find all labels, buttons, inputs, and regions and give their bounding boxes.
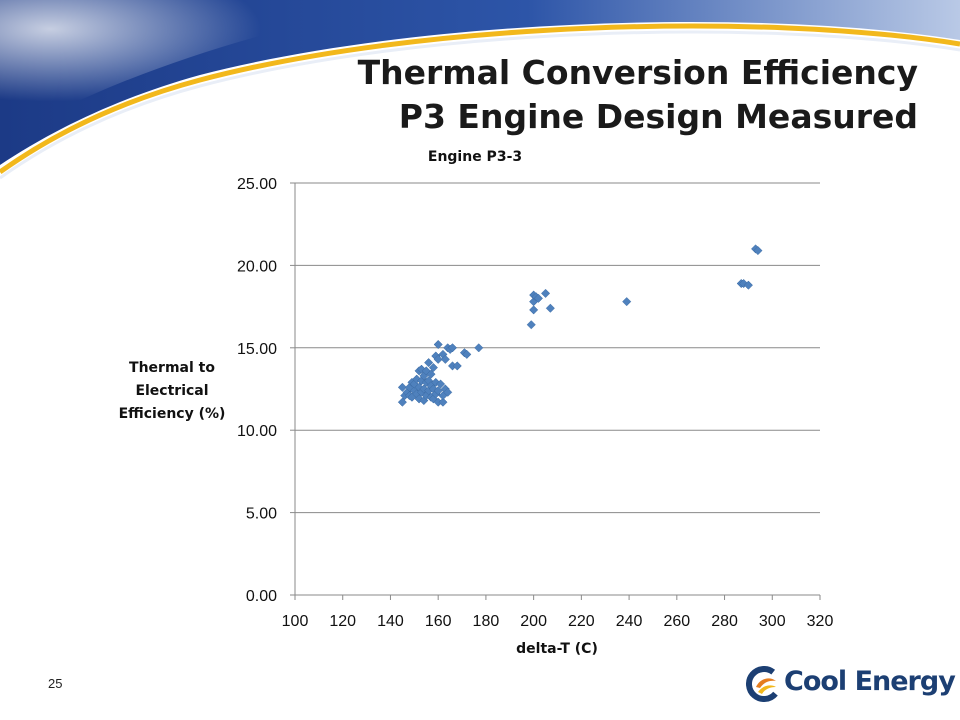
data-point (414, 394, 424, 404)
data-point (433, 354, 443, 364)
y-axis-label-line: Thermal to (129, 360, 215, 376)
y-tick-label: 20.00 (237, 258, 277, 275)
data-point (474, 343, 484, 353)
data-point (753, 246, 763, 256)
data-point (622, 297, 632, 307)
data-point (545, 303, 555, 313)
data-point (440, 354, 450, 364)
data-point (424, 358, 434, 368)
x-tick-label: 200 (520, 613, 547, 630)
x-tick-label: 240 (616, 613, 643, 630)
x-tick-label: 260 (663, 613, 690, 630)
data-point (533, 293, 543, 303)
logo-text: Cool Energy (784, 666, 956, 697)
x-tick-label: 220 (568, 613, 595, 630)
y-tick-label: 15.00 (237, 341, 277, 358)
data-point (438, 397, 448, 407)
data-point (426, 369, 436, 379)
data-point (412, 374, 422, 384)
y-axis-tick-labels: 0.00 5.00 10.00 15.00 20.00 25.00 (237, 176, 277, 605)
data-point (452, 361, 462, 371)
x-tick-label: 180 (473, 613, 500, 630)
data-point (529, 305, 539, 315)
chart-gridlines (295, 182, 820, 514)
x-axis-label: delta-T (C) (516, 641, 598, 657)
data-point (526, 320, 536, 330)
x-tick-label: 280 (711, 613, 738, 630)
page-number: 25 (48, 676, 63, 691)
data-point (541, 288, 551, 298)
chart-title: Engine P3-3 (428, 149, 522, 165)
company-logo: Cool Energy (746, 664, 956, 704)
slide-title-line-2: P3 Engine Design Measured (398, 97, 918, 136)
y-tick-label: 5.00 (246, 506, 277, 523)
data-point (419, 384, 429, 394)
y-tick-label: 25.00 (237, 176, 277, 193)
data-point (743, 280, 753, 290)
x-tick-label: 100 (282, 613, 309, 630)
header-banner (0, 0, 960, 180)
data-point (428, 363, 438, 373)
x-axis-tick-labels: 100 120 140 160 180 200 220 240 260 280 300 320 (282, 613, 834, 630)
slide-title-line-1: Thermal Conversion Efficiency (357, 53, 918, 92)
y-tick-label: 10.00 (237, 423, 277, 440)
data-point (397, 397, 407, 407)
data-point (447, 343, 458, 353)
y-axis-label-line: Electrical (135, 383, 208, 399)
x-tick-label: 120 (329, 613, 356, 630)
y-tick-label: 0.00 (246, 588, 277, 605)
cool-energy-logo-icon (746, 666, 782, 702)
data-point (462, 349, 472, 359)
x-tick-label: 320 (807, 613, 834, 630)
data-point (397, 382, 407, 392)
data-point (433, 386, 443, 396)
x-tick-label: 300 (759, 613, 786, 630)
data-series (397, 244, 763, 407)
data-point (443, 387, 453, 397)
y-axis-label: Thermal to Electrical Efficiency (%) (119, 360, 226, 422)
data-point (436, 379, 446, 389)
x-tick-label: 160 (425, 613, 452, 630)
data-point (433, 339, 443, 350)
chart-axes (290, 182, 821, 600)
y-axis-label-line: Efficiency (%) (119, 406, 226, 422)
x-tick-label: 140 (377, 613, 404, 630)
